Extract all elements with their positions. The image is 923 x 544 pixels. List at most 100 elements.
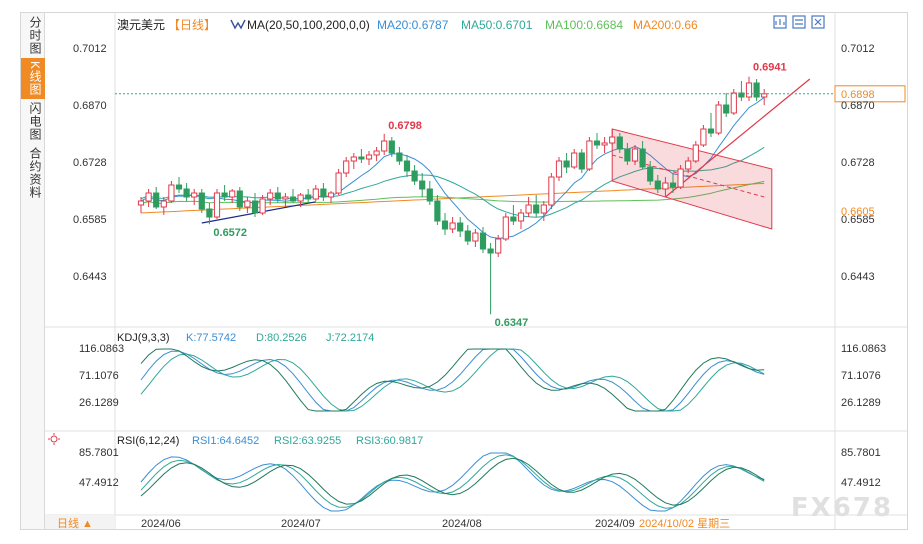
period-label: 【日线】 (168, 18, 216, 32)
candle-body (571, 152, 578, 168)
candle-body (639, 148, 646, 168)
candle-body (457, 222, 464, 232)
extreme-label: 0.6941 (753, 62, 787, 74)
candle-body (669, 182, 677, 188)
toolbar-icons[interactable] (773, 15, 825, 29)
candle-body (525, 204, 532, 214)
candle-body (137, 200, 145, 206)
candle-body (624, 148, 631, 162)
candle-body (601, 142, 608, 146)
candle-body (403, 160, 411, 172)
candle-body (145, 192, 152, 202)
candle-body (335, 172, 342, 194)
rsi1-value: RSI1:64.6452 (192, 435, 259, 447)
candle-body (647, 166, 654, 182)
candle-body (715, 104, 722, 134)
date-tick-jul: 2024/07 (281, 518, 321, 529)
close-icon (811, 15, 825, 29)
symbol-name: 澳元美元 (117, 18, 165, 32)
tab-contract-info[interactable]: 合约资料 (28, 147, 42, 200)
chart-canvas[interactable]: 澳元美元 【日线】 MA(20,50,100,200,0,0) MA20:0.6… (45, 13, 908, 529)
tab-timeshare[interactable]: 分时图 (28, 16, 42, 55)
extreme-label: 0.6798 (388, 120, 422, 132)
candle-body (267, 192, 274, 200)
watermark: FX678 (790, 493, 893, 523)
candle-body (251, 200, 259, 214)
candle-body (236, 190, 243, 208)
uptrend-line (665, 78, 811, 198)
candle-body (419, 180, 426, 190)
price-tick-1: 0.6870 (73, 100, 107, 112)
candle-body (654, 180, 661, 190)
date-tick-aug: 2024/08 (442, 518, 482, 529)
candle-body (593, 140, 601, 146)
candle-body (707, 128, 715, 134)
candle-body (631, 148, 639, 162)
tab-kline[interactable]: K线图 (21, 58, 45, 100)
left-price-axis: 0.7012 0.6870 0.6728 0.6585 0.6443 (73, 43, 107, 283)
candle-body (320, 188, 327, 198)
price-tick-3: 0.6585 (73, 214, 107, 226)
kdj-tick-high: 116.0863 (79, 343, 124, 355)
candle-body (555, 160, 563, 178)
support-trendline (201, 201, 316, 224)
candle-body (312, 188, 319, 200)
period-button[interactable]: 日线 ▲ (57, 516, 93, 529)
candle-body (662, 182, 669, 190)
kdj-k-line (140, 348, 765, 412)
ma-parameters: MA(20,50,100,200,0,0) (247, 18, 370, 32)
extreme-label: 0.6572 (213, 227, 247, 239)
candle-body (244, 200, 251, 208)
candle-body (472, 232, 479, 242)
candle-body (434, 200, 441, 222)
right-price-axis: 0.7012 0.6870 0.6728 0.6585 0.6443 (841, 43, 875, 283)
candle-body (609, 136, 616, 144)
candle-body (365, 154, 373, 160)
candle-body (449, 222, 456, 230)
kdj-d-line (140, 348, 765, 412)
candle-body (350, 156, 357, 162)
candle-body (441, 220, 449, 230)
candle-body (289, 196, 297, 202)
last-price-tag (834, 85, 906, 103)
candle-body (160, 200, 167, 208)
rsi3-line (140, 457, 765, 506)
sun-icon[interactable] (48, 433, 60, 445)
ma100-value: MA100:0.6684 (545, 18, 623, 32)
price-tick-right-2: 0.6728 (841, 157, 875, 169)
cursor-date: 2024/10/02 星期三 (639, 517, 730, 529)
candle-body (221, 192, 228, 198)
kdj-tick-low: 26.1289 (79, 397, 119, 409)
candle-body (396, 152, 403, 162)
sidebar: 分时图 K线图 闪电图 合约资料 (21, 13, 45, 529)
candle-body (616, 136, 623, 150)
candle-body (685, 160, 692, 170)
candle-body (479, 232, 487, 250)
candle-body (692, 144, 699, 162)
indicator-icon[interactable] (230, 19, 246, 30)
extreme-label: 0.6347 (495, 317, 529, 329)
date-tick-sep: 2024/09 (595, 518, 635, 529)
candle-body (388, 140, 395, 154)
price-tick-right-4: 0.6443 (841, 271, 875, 283)
ma50-value: MA50:0.6701 (461, 18, 533, 32)
rsi3-value: RSI3:60.9817 (356, 435, 423, 447)
rsi-tick-low: 47.4912 (79, 477, 119, 489)
rsi-plot (140, 452, 765, 512)
kdj-k: K:77.5742 (186, 332, 236, 344)
candle-body (533, 204, 540, 214)
candle-body (191, 192, 198, 198)
last-price-text: 0.6898 (841, 89, 875, 101)
tab-flash[interactable]: 闪电图 (28, 102, 42, 142)
candle-body (259, 198, 266, 214)
candle-body (723, 104, 730, 114)
down-channel (611, 128, 773, 230)
price-tick-right-1: 0.6870 (841, 100, 875, 112)
candle-body (540, 204, 547, 214)
candle-body (730, 92, 737, 114)
kdj-tick-high-right: 116.0863 (841, 343, 886, 355)
date-tick-jun: 2024/06 (141, 518, 181, 529)
period-button-bg[interactable] (45, 515, 115, 529)
x-icon (814, 18, 822, 26)
candle-body (175, 184, 183, 190)
